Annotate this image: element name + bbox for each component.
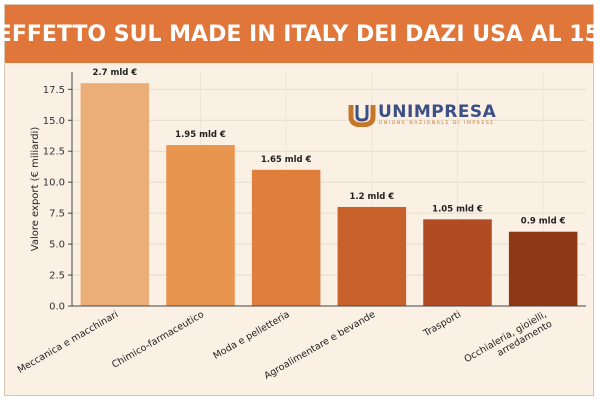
data-label: 2.7 mld € [92, 68, 137, 78]
x-tick-label: Occhialeria, gioielli,arredamento [462, 309, 554, 375]
axes [68, 72, 586, 307]
y-axis-title: Valore export (€ miliardi) [30, 127, 41, 252]
y-tick-label: 5.0 [49, 240, 65, 251]
logo-name: UNIMPRESA [378, 102, 497, 122]
bars [80, 83, 578, 307]
x-tick-label: Meccanica e macchinari [16, 309, 121, 376]
chart-title: L'EFFETTO SUL MADE IN ITALY DEI DAZI USA… [0, 21, 600, 47]
data-label: 0.9 mld € [521, 217, 566, 227]
x-tick-label: Moda e pelletteria [211, 309, 291, 362]
unimpresa-logo: UNIMPRESA UNIONE NAZIONALE DI IMPRESE [348, 102, 498, 129]
y-tick-label: 7.5 [49, 209, 65, 220]
y-tick-label: 17.5 [43, 85, 65, 96]
data-label: 1.05 mld € [432, 204, 483, 214]
data-label: 1.95 mld € [175, 130, 226, 140]
y-tick-label: 2.5 [49, 271, 65, 282]
bar [337, 206, 407, 306]
x-tick-label: Trasporti [421, 309, 463, 340]
data-label: 1.65 mld € [261, 155, 312, 165]
y-tick-label: 0.0 [49, 302, 65, 313]
x-tick-label: Chimico-farmaceutico [110, 309, 206, 371]
data-label: 1.2 mld € [349, 192, 394, 202]
bar [423, 219, 492, 306]
bar [80, 83, 150, 307]
bar [251, 169, 321, 306]
logo-tagline: UNIONE NAZIONALE DI IMPRESE [379, 121, 495, 126]
y-tick-label: 12.5 [43, 147, 65, 158]
bar [166, 145, 235, 306]
logo-u-icon [348, 105, 376, 127]
y-tick-label: 10.0 [43, 178, 65, 189]
y-tick-label: 15.0 [43, 116, 65, 127]
title-bar: L'EFFETTO SUL MADE IN ITALY DEI DAZI USA… [0, 5, 600, 63]
bar [508, 231, 578, 306]
